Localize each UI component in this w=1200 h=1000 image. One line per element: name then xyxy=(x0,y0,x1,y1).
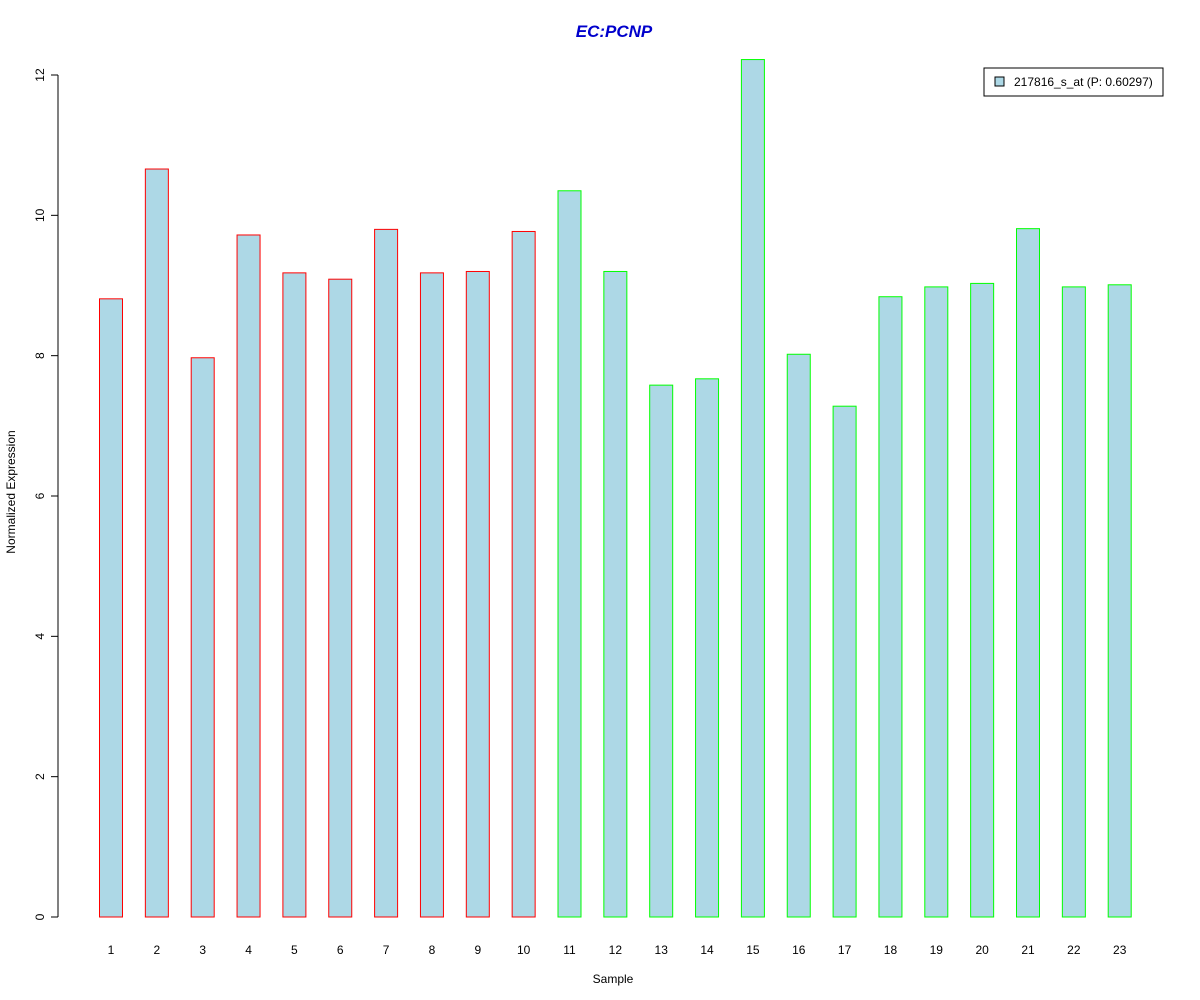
x-tick-label: 12 xyxy=(609,943,623,957)
bars xyxy=(99,59,1132,918)
bar xyxy=(832,405,857,918)
bar xyxy=(144,168,169,918)
x-tick-label: 6 xyxy=(337,943,344,957)
x-tick-label: 9 xyxy=(474,943,481,957)
x-tick-label: 20 xyxy=(975,943,989,957)
bar xyxy=(1107,284,1132,918)
bar xyxy=(649,384,674,918)
bar xyxy=(465,270,490,918)
bar xyxy=(236,234,261,918)
bar xyxy=(970,282,995,918)
x-tick-label: 19 xyxy=(930,943,944,957)
x-tick-label: 3 xyxy=(199,943,206,957)
y-axis: 0 2 4 6 8 10 12 xyxy=(33,68,59,920)
bar xyxy=(786,353,811,918)
bar xyxy=(924,286,949,918)
x-tick-label: 10 xyxy=(517,943,531,957)
bar xyxy=(419,272,444,918)
bar xyxy=(557,190,582,918)
legend-box xyxy=(983,67,1164,97)
y-tick-label: 12 xyxy=(33,68,47,82)
bar xyxy=(740,59,765,918)
bar xyxy=(328,278,353,918)
x-tick-label: 21 xyxy=(1021,943,1035,957)
bar xyxy=(695,378,720,918)
legend-swatch xyxy=(994,76,1005,87)
bar xyxy=(603,270,628,918)
bar xyxy=(1016,228,1040,918)
x-tick-label: 17 xyxy=(838,943,852,957)
bar xyxy=(99,298,123,918)
chart-title: EC:PCNP xyxy=(576,22,653,41)
bar xyxy=(878,296,903,918)
legend-entry: 217816_s_at (P: 0.60297) xyxy=(1014,75,1153,89)
x-tick-label: 2 xyxy=(154,943,161,957)
y-tick-label: 0 xyxy=(33,913,47,920)
x-tick-label: 13 xyxy=(655,943,669,957)
x-tick-label: 1 xyxy=(108,943,115,957)
x-tick-label: 5 xyxy=(291,943,298,957)
bar xyxy=(511,230,536,918)
x-tick-label: 15 xyxy=(746,943,760,957)
y-tick-label: 2 xyxy=(33,773,47,780)
x-tick-labels: 1 2 3 4 5 6 7 8 9 10 11 12 13 14 15 16 17 18 19 20 21 22 23 xyxy=(108,943,1127,957)
y-tick-label: 4 xyxy=(33,633,47,640)
legend: 217816_s_at (P: 0.60297) xyxy=(983,67,1164,97)
y-tick-label: 10 xyxy=(33,208,47,222)
x-tick-label: 14 xyxy=(700,943,714,957)
x-tick-label: 23 xyxy=(1113,943,1127,957)
bar xyxy=(282,272,307,918)
bar xyxy=(374,228,399,918)
x-axis-label: Sample xyxy=(593,972,634,986)
x-tick-label: 8 xyxy=(429,943,436,957)
x-tick-label: 18 xyxy=(884,943,898,957)
x-tick-label: 4 xyxy=(245,943,252,957)
x-tick-label: 22 xyxy=(1067,943,1081,957)
x-tick-label: 11 xyxy=(563,943,576,957)
y-tick-label: 8 xyxy=(33,352,47,359)
bar xyxy=(1061,286,1086,918)
x-tick-label: 7 xyxy=(383,943,390,957)
bar xyxy=(190,357,215,918)
y-tick-label: 6 xyxy=(33,492,47,499)
y-axis-label: Normalized Expression xyxy=(4,430,18,553)
x-tick-label: 16 xyxy=(792,943,806,957)
